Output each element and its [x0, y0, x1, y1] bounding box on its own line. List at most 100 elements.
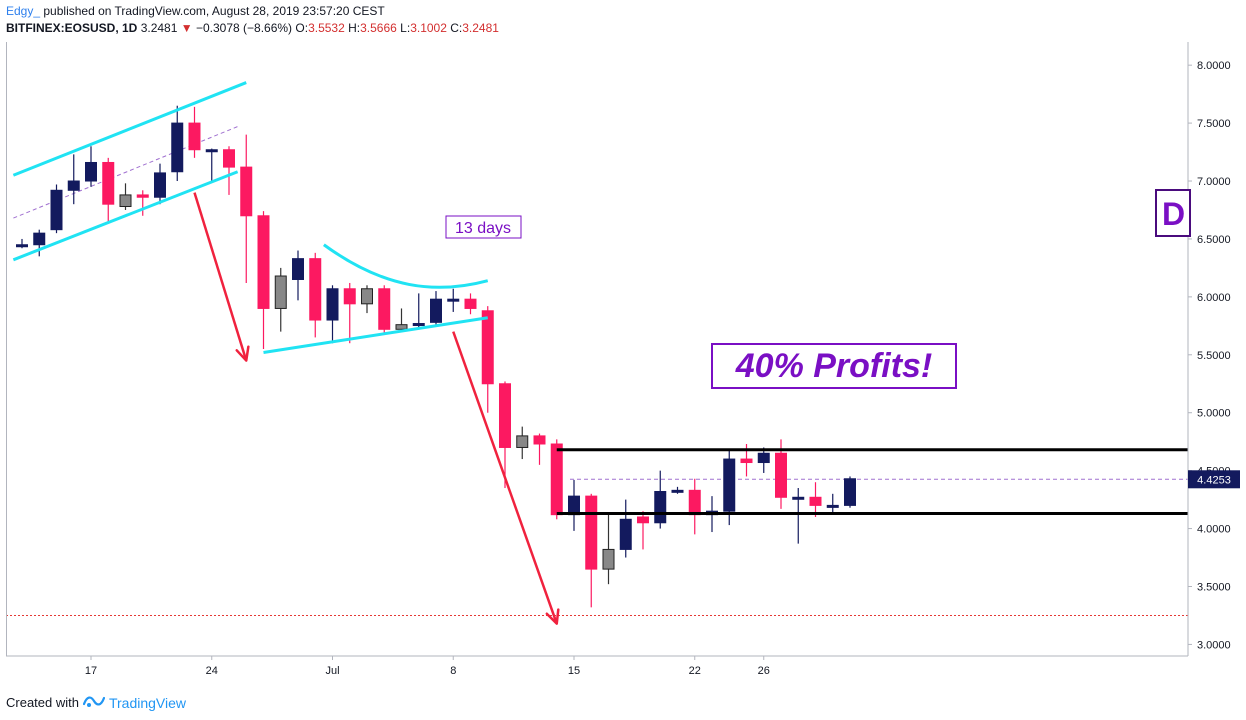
- candle-body: [757, 452, 770, 464]
- down-arrow-line: [193, 192, 248, 361]
- channel-upper-line: [12, 81, 247, 177]
- candle-body: [550, 443, 563, 516]
- candle-body: [309, 258, 322, 321]
- chart-header: Edgy_ published on TradingView.com, Augu…: [0, 0, 1246, 40]
- candle: [499, 381, 511, 489]
- candle: [292, 250, 304, 301]
- published-info: published on TradingView.com, August 28,…: [43, 4, 385, 18]
- candle: [671, 486, 684, 494]
- annotation-layer: 13 days 40% Profits! D: [445, 189, 1191, 389]
- candle: [240, 134, 253, 283]
- candle-body: [844, 478, 856, 506]
- drawing-layer-back: [6, 126, 1188, 616]
- footer: Created with TradingView: [6, 694, 186, 711]
- author-link[interactable]: Edgy_: [6, 4, 41, 18]
- candle-body: [809, 496, 822, 506]
- candle: [205, 148, 218, 182]
- y-tick-label: 4.0000: [1197, 524, 1231, 536]
- price-change: −0.3078 (−8.66%): [195, 21, 293, 35]
- down-arrow-head-icon: [545, 608, 560, 625]
- low-value: 3.1002: [410, 21, 447, 35]
- candle: [188, 106, 201, 158]
- candle-body: [654, 490, 667, 524]
- candle-body: [499, 383, 511, 448]
- partial-box-annotation[interactable]: D: [1155, 189, 1191, 237]
- y-tick-label: 8.0000: [1197, 60, 1231, 72]
- candle-body: [430, 298, 442, 323]
- open-value: 3.5532: [308, 21, 345, 35]
- candle: [102, 157, 115, 222]
- created-with-label: Created with: [6, 695, 79, 710]
- low-label: L:: [400, 21, 411, 35]
- candle: [154, 163, 166, 205]
- candle-body: [585, 495, 598, 570]
- channel-lower-line: [12, 170, 239, 262]
- wedge-lower-line: [263, 316, 488, 354]
- candle: [481, 306, 494, 413]
- candle: [619, 499, 632, 558]
- candle-body: [343, 288, 356, 305]
- candle-body: [154, 172, 166, 198]
- candle: [792, 488, 805, 544]
- y-tick-label: 6.5000: [1197, 234, 1231, 246]
- candlestick-chart[interactable]: 3.00003.50004.00004.50005.00005.50006.00…: [6, 42, 1246, 682]
- candle: [136, 190, 149, 216]
- x-tick-label: 17: [85, 665, 97, 677]
- x-tick-label: Jul: [325, 665, 339, 677]
- candle-body: [723, 458, 736, 512]
- candle: [395, 308, 408, 332]
- candle-body: [533, 435, 546, 445]
- days-annotation[interactable]: 13 days: [445, 215, 522, 239]
- candle: [171, 105, 184, 182]
- chart-container[interactable]: 3.00003.50004.00004.50005.00005.50006.00…: [6, 42, 1246, 682]
- profit-annotation[interactable]: 40% Profits!: [711, 343, 957, 389]
- candle-body: [619, 518, 632, 550]
- candle-body: [671, 489, 684, 493]
- x-tick-label: 24: [206, 665, 218, 677]
- candle-body: [481, 310, 494, 385]
- candle-body: [516, 435, 529, 448]
- candle-body: [119, 194, 132, 208]
- candle-body: [568, 495, 580, 516]
- x-tick-label: 22: [689, 665, 701, 677]
- candle: [67, 154, 80, 205]
- y-tick-label: 7.5000: [1197, 118, 1231, 130]
- candle: [257, 211, 270, 349]
- last-price: 3.2481: [140, 21, 178, 35]
- candle-body: [602, 548, 615, 570]
- candle: [223, 146, 235, 195]
- candle-body: [257, 215, 270, 309]
- y-tick-label: 5.5000: [1197, 350, 1231, 362]
- tradingview-logo-icon[interactable]: [82, 694, 106, 711]
- candle: [33, 229, 46, 257]
- symbol-label[interactable]: BITFINEX:EOSUSD, 1D: [6, 21, 138, 35]
- candle-body: [205, 149, 218, 153]
- close-value: 3.2481: [462, 21, 499, 35]
- candle-body: [826, 504, 839, 508]
- candle: [654, 470, 667, 529]
- candle-body: [464, 298, 477, 309]
- candle-body: [50, 189, 63, 231]
- candle-body: [740, 458, 753, 464]
- candle: [50, 184, 63, 234]
- candle-body: [292, 258, 304, 280]
- y-tick-label: 5.0000: [1197, 408, 1231, 420]
- candle: [533, 433, 546, 465]
- candle-body: [240, 166, 253, 217]
- candle-body: [33, 232, 46, 246]
- candle: [550, 439, 563, 520]
- tradingview-brand[interactable]: TradingView: [108, 694, 187, 711]
- drawing-layer-front: [12, 81, 1188, 625]
- wedge-upper-curve: [322, 243, 489, 289]
- candle-body: [361, 288, 373, 305]
- partial-box-label: D: [1162, 196, 1185, 232]
- candle-body: [16, 244, 28, 248]
- days-label: 13 days: [455, 220, 511, 237]
- candle: [119, 183, 132, 210]
- y-tick-label: 3.5000: [1197, 581, 1231, 593]
- candle-body: [378, 288, 391, 330]
- high-value: 3.5666: [360, 21, 397, 35]
- candle-body: [102, 161, 115, 205]
- candle: [826, 493, 839, 515]
- candle: [361, 285, 373, 314]
